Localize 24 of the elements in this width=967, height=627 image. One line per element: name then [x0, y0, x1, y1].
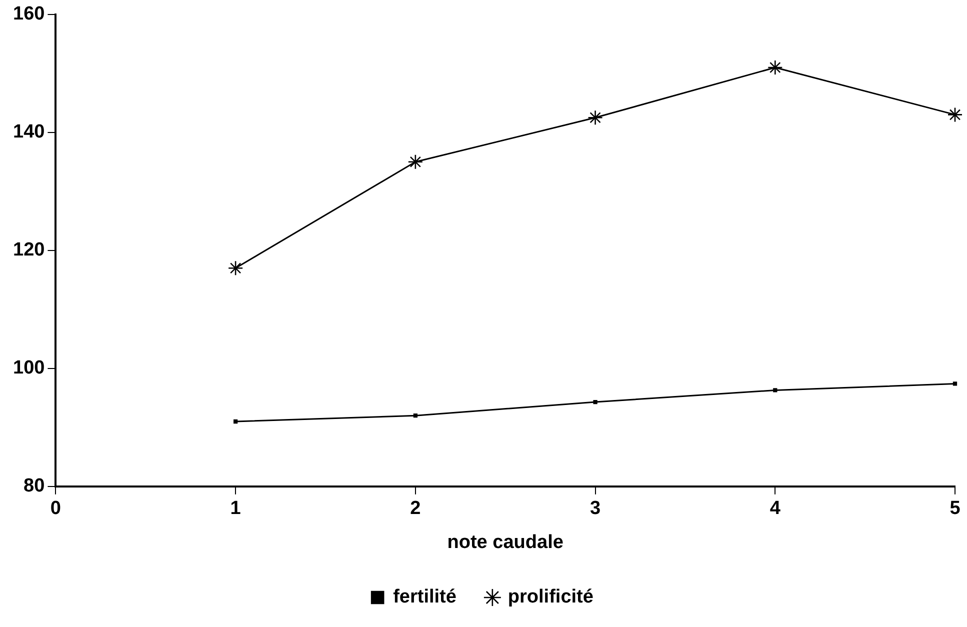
x-tick-label: 0 — [50, 498, 61, 520]
y-tick-label: 160 — [13, 4, 45, 25]
x-axis-title: note caudale — [447, 532, 564, 553]
point — [767, 60, 783, 76]
x-tick-label: 2 — [410, 498, 421, 520]
point — [952, 382, 958, 386]
point — [593, 400, 598, 404]
point — [947, 107, 963, 122]
legend-label: fertilité — [393, 586, 456, 608]
x-tick-label: 4 — [770, 498, 781, 520]
legend-label: prolificité — [508, 586, 594, 608]
y-tick-label: 120 — [13, 240, 45, 261]
y-tick-label: 140 — [13, 122, 45, 143]
y-tick-label: 100 — [13, 358, 45, 379]
x-tick-label: 5 — [950, 498, 961, 520]
y-tick-label: 80 — [24, 476, 45, 497]
point — [233, 419, 238, 424]
x-tick-label: 3 — [590, 498, 601, 520]
point — [588, 110, 603, 126]
point — [228, 260, 244, 276]
point — [408, 154, 424, 170]
point — [413, 414, 418, 418]
point — [773, 388, 778, 392]
x-tick-label: 1 — [230, 498, 242, 520]
